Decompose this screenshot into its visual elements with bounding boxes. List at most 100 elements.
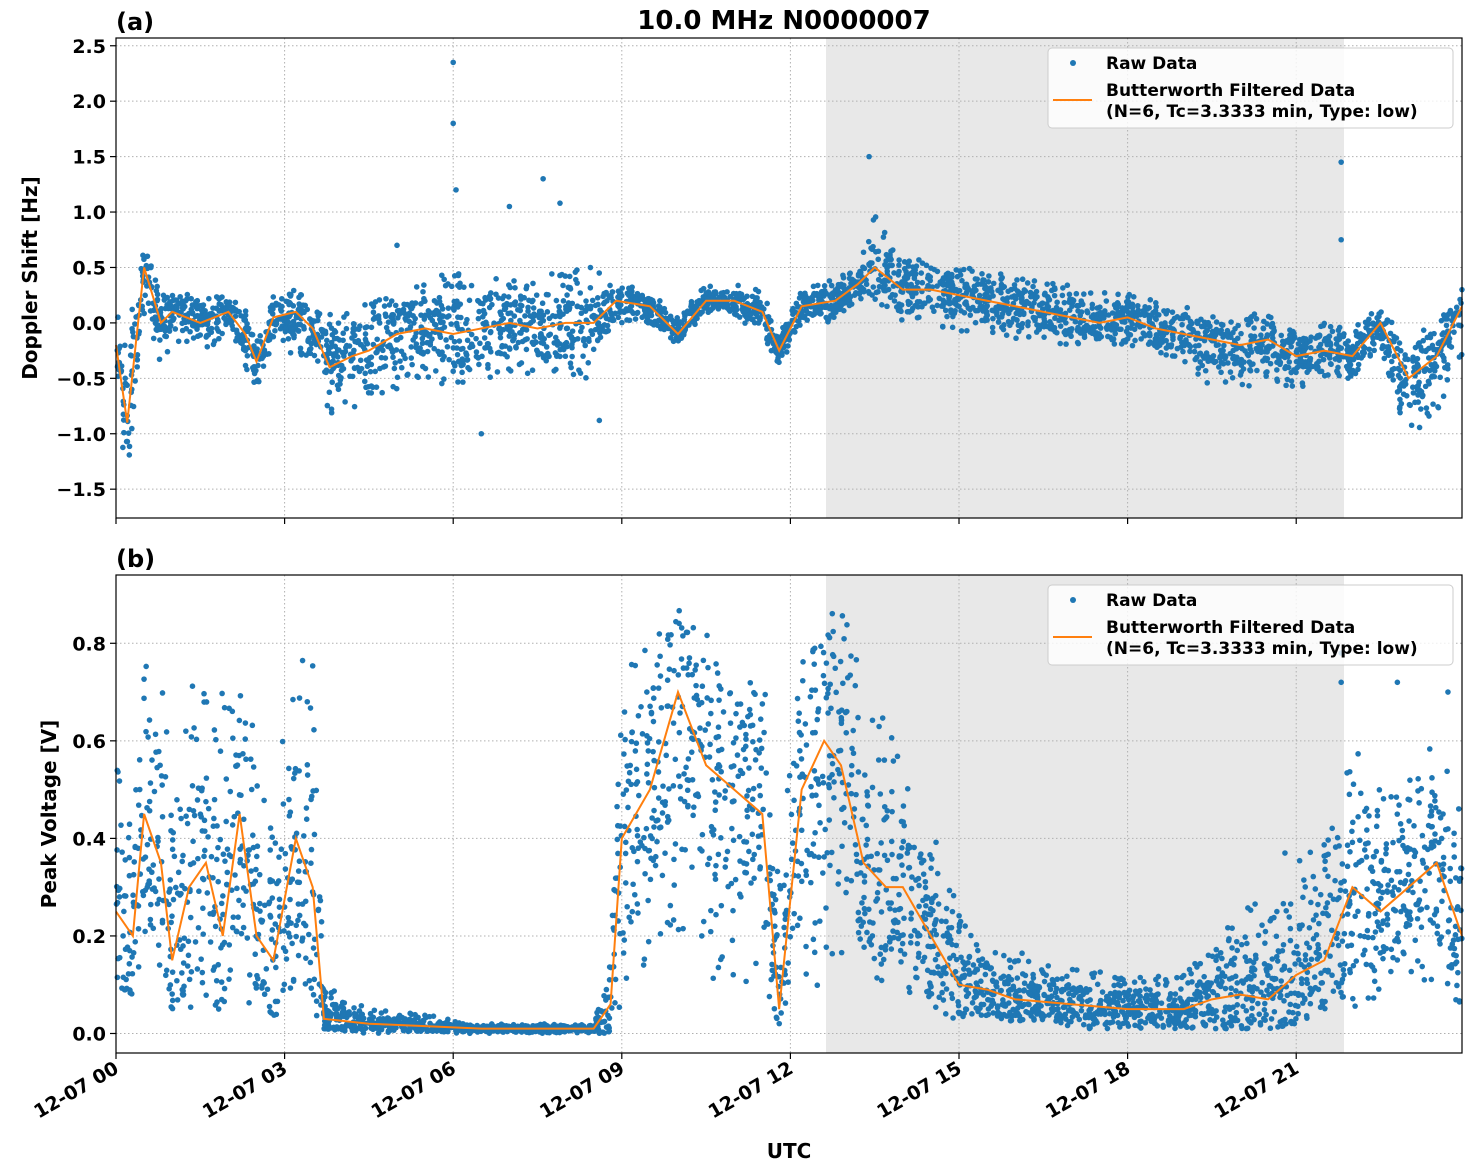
raw-point [657,653,663,659]
raw-point [207,911,213,917]
raw-point [874,290,880,296]
raw-point [268,825,274,831]
raw-point [671,668,677,674]
raw-point [804,298,810,304]
raw-point [1286,365,1292,371]
raw-point [882,230,888,236]
raw-point [352,366,358,372]
raw-point [648,877,654,883]
raw-point [1009,320,1015,326]
raw-point [455,352,461,358]
raw-point [701,658,707,664]
raw-point [147,717,153,723]
raw-point [1142,333,1148,339]
raw-point [1426,381,1432,387]
raw-point [187,977,193,983]
raw-point [131,404,137,410]
raw-point [163,334,169,340]
raw-point [344,326,350,332]
raw-point [680,926,686,932]
raw-point [691,804,697,810]
raw-point [174,978,180,984]
raw-point [402,1016,408,1022]
raw-point [288,350,294,356]
raw-point [193,939,199,945]
raw-point [511,278,517,284]
raw-point [179,970,185,976]
raw-point [879,302,885,308]
raw-point [251,764,257,770]
raw-point [709,824,715,830]
raw-point [273,965,279,971]
raw-point [254,783,260,789]
raw-point [460,346,466,352]
y-tick-label: 0.8 [72,633,106,655]
raw-point [642,956,648,962]
raw-point [145,253,151,259]
raw-point [575,303,581,309]
raw-point [1437,374,1443,380]
raw-point [676,608,682,614]
raw-point [991,281,997,287]
raw-point [686,756,692,762]
raw-point [651,322,657,328]
raw-point [1109,337,1115,343]
raw-point [212,797,218,803]
raw-point [362,371,368,377]
raw-point [888,248,894,254]
raw-point [707,754,713,760]
raw-point [730,908,736,914]
raw-point [174,797,180,803]
raw-point [1052,293,1058,299]
raw-point [990,316,996,322]
raw-point [873,214,879,220]
raw-point [1300,383,1306,389]
raw-point [246,847,252,853]
raw-point [1097,304,1103,310]
raw-point [277,897,283,903]
raw-point [346,1009,352,1015]
raw-point [633,316,639,322]
raw-point [658,673,664,679]
raw-point [1249,314,1255,320]
raw-point [1113,305,1119,311]
raw-point [833,303,839,309]
raw-point [593,303,599,309]
raw-point [300,658,306,664]
raw-point [1214,342,1220,348]
raw-point [989,308,995,314]
raw-point [684,630,690,636]
raw-point [427,1014,433,1020]
raw-point [596,270,602,276]
raw-point [1390,377,1396,383]
raw-point [290,876,296,882]
raw-point [269,834,275,840]
y-tick-label: 0.6 [72,731,106,753]
raw-point [254,378,260,384]
raw-point [352,1011,358,1017]
raw-point [568,286,574,292]
raw-point [990,330,996,336]
raw-point [653,854,659,860]
raw-point [653,863,659,869]
raw-point [710,777,716,783]
raw-point [1361,350,1367,356]
raw-point [658,931,664,937]
raw-point [1238,331,1244,337]
raw-point [719,747,725,753]
raw-point [947,273,953,279]
raw-point [919,280,925,286]
raw-point [1192,349,1198,355]
raw-point [545,309,551,315]
raw-point [317,894,323,900]
raw-point [508,368,514,374]
raw-point [957,268,963,274]
y-tick-label: −1.5 [56,479,106,501]
raw-point [128,352,134,358]
raw-point [156,942,162,948]
raw-point [1228,334,1234,340]
raw-point [254,346,260,352]
raw-point [634,740,640,746]
raw-point [693,792,699,798]
raw-point [454,298,460,304]
